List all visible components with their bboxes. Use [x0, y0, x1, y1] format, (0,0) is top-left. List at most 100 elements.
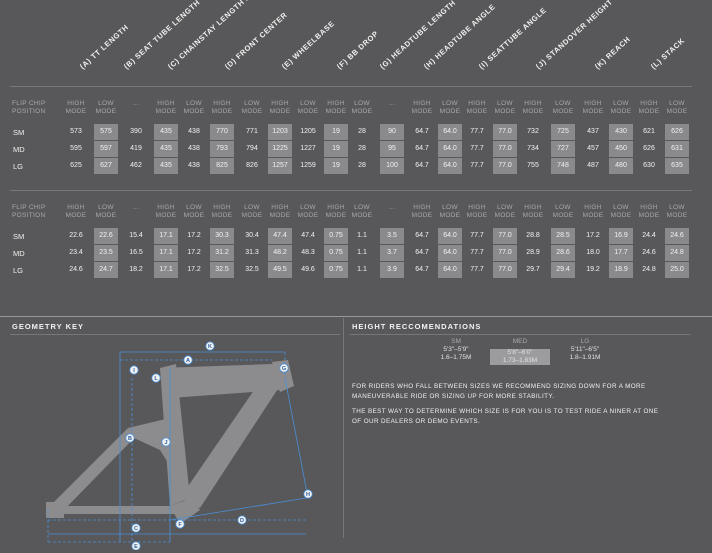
mm-table-cell: 1259 [300, 162, 316, 169]
inch-table-cell: 24.6 [665, 228, 689, 244]
inch-table-cell: 49.6 [301, 266, 315, 273]
mm-table-cell: 732 [527, 128, 539, 135]
inch-table-cell: 64.0 [438, 262, 462, 278]
mm-table-cell: 727 [551, 141, 575, 157]
mode-low-line0: LOW [669, 204, 685, 211]
inch-table-cell: 77.7 [470, 249, 484, 256]
mm-table-mode-header: HIGH MODE [62, 100, 90, 116]
mode-single: ... [132, 100, 140, 107]
mm-table-mode-header: HIGH MODE [266, 100, 294, 116]
mm-table-cell: 435 [154, 158, 178, 174]
geometry-key-title: GEOMETRY KEY [12, 322, 85, 331]
mm-table-cell: 77.7 [470, 162, 484, 169]
mode-high-line1: MODE [411, 108, 433, 115]
mode-high-line0: HIGH [271, 100, 289, 107]
mm-table-cell: 77.0 [493, 158, 517, 174]
inch-table-mode-header: LOW MODE [549, 204, 577, 220]
inch-table-cell: 28.5 [551, 228, 575, 244]
mode-high-line1: MODE [522, 108, 544, 115]
marker-j-circle [161, 437, 171, 447]
inch-table-cell: 0.75 [324, 228, 348, 244]
mode-high-line0: HIGH [157, 204, 175, 211]
height-underline [350, 334, 690, 335]
mm-table-cell: 28 [358, 162, 366, 169]
frame-seatstay [50, 428, 138, 514]
mode-high-line0: HIGH [584, 204, 602, 211]
height-size-med: MED 5'8"–6'0" 1.73–1.83M [490, 338, 550, 365]
marker-j-label: J [164, 440, 167, 446]
inch-table-cell: 48.3 [301, 249, 315, 256]
mode-low-line1: MODE [183, 108, 205, 115]
mm-table-mode-header: HIGH MODE [463, 100, 491, 116]
inch-table-cell: 29.4 [551, 262, 575, 278]
frame-rocker-link [128, 418, 185, 466]
inch-table-cell: 30.3 [210, 228, 234, 244]
mode-low-line0: LOW [442, 204, 458, 211]
inch-table-cell: 49.5 [268, 262, 292, 278]
mm-table-cell: 1225 [268, 141, 292, 157]
mode-high-line0: HIGH [640, 204, 658, 211]
mode-high-line0: HIGH [640, 100, 658, 107]
inch-table-cell: 28.8 [526, 232, 540, 239]
mm-table-mode-header: LOW MODE [348, 100, 376, 116]
mm-table-cell: 826 [246, 162, 258, 169]
mm-table-cell: 64.0 [438, 124, 462, 140]
mm-table-cell: 630 [643, 162, 655, 169]
mode-low-line1: MODE [297, 108, 319, 115]
mm-table-cell: 28 [358, 145, 366, 152]
mode-high-line1: MODE [638, 212, 660, 219]
mm-table-cell: 627 [94, 158, 118, 174]
mode-high-line0: HIGH [67, 204, 85, 211]
mm-table-cell: 390 [130, 128, 142, 135]
mm-table-size-lg: LG [13, 162, 24, 171]
mm-table-cell: 480 [609, 158, 633, 174]
mm-table-cell: 748 [551, 158, 575, 174]
mm-table-size-sm: SM [13, 128, 25, 137]
mode-high-line0: HIGH [584, 100, 602, 107]
mode-low-line1: MODE [351, 108, 373, 115]
marker-l-circle [151, 373, 161, 383]
inch-table-cell: 24.6 [642, 249, 656, 256]
mm-table-cell: 487 [587, 162, 599, 169]
inch-table-cell: 77.0 [493, 228, 517, 244]
column-header-f: (F) BB DROP [334, 28, 381, 71]
inch-table-cell: 48.2 [268, 245, 292, 261]
inch-table-size-lg: LG [13, 266, 24, 275]
mm-table-cell: 28 [358, 128, 366, 135]
inch-table-top-divider [10, 190, 692, 191]
inch-table-cell: 23.4 [69, 249, 83, 256]
inch-table-mode-header: HIGH MODE [266, 204, 294, 220]
mm-table-mode-header: LOW MODE [238, 100, 266, 116]
inch-table-cell: 17.2 [187, 266, 201, 273]
mm-table-cell: 435 [154, 141, 178, 157]
mm-table-cell: 437 [587, 128, 599, 135]
mm-table-cell: 438 [188, 162, 200, 169]
marker-c-label: C [134, 526, 138, 532]
mm-table-cell: 794 [246, 145, 258, 152]
mode-low-line0: LOW [186, 100, 202, 107]
inch-table-mode-header: HIGH MODE [208, 204, 236, 220]
mode-low-line0: LOW [300, 204, 316, 211]
mm-table-size-md: MD [13, 145, 25, 154]
mode-single: ... [388, 100, 396, 107]
inch-table-mode-header: LOW MODE [348, 204, 376, 220]
mode-single: ... [132, 204, 140, 211]
flip-chip-line1: FLIP CHIP [12, 100, 46, 107]
column-header-d: (D) FRONT CENTER [222, 10, 290, 72]
mm-table-cell: 95 [380, 141, 404, 157]
mm-table-cell: 793 [210, 141, 234, 157]
marker-e-label: E [134, 544, 138, 550]
mode-low-line1: MODE [666, 108, 688, 115]
mode-high-line1: MODE [325, 108, 347, 115]
inch-table-cell: 3.9 [380, 262, 404, 278]
mode-low-line1: MODE [95, 212, 117, 219]
geometry-key-underline [10, 334, 340, 335]
inch-table-cell: 77.0 [493, 262, 517, 278]
inch-table-cell: 22.6 [94, 228, 118, 244]
column-header-l: (L) STACK [648, 35, 687, 71]
mm-table-cell: 450 [609, 141, 633, 157]
mm-table-cell: 1203 [268, 124, 292, 140]
mm-table-cell: 595 [70, 145, 82, 152]
mm-table-cell: 64.7 [415, 162, 429, 169]
marker-f-label: F [178, 522, 182, 528]
